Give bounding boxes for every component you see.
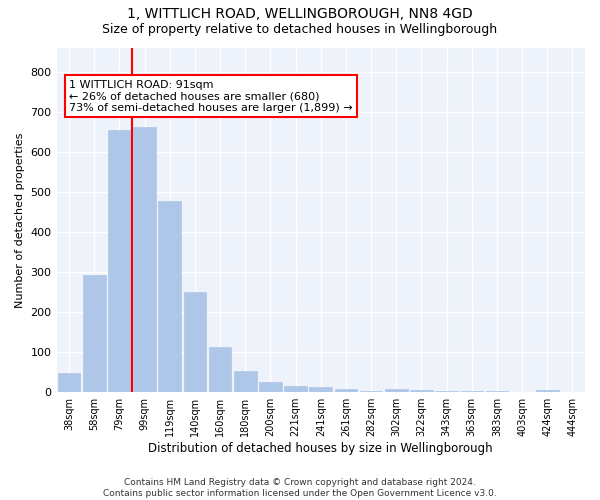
- Bar: [58, 374, 80, 392]
- Bar: [209, 347, 232, 392]
- Bar: [108, 130, 131, 392]
- Bar: [460, 391, 483, 392]
- Bar: [435, 390, 458, 392]
- Bar: [133, 128, 156, 392]
- Bar: [184, 292, 206, 392]
- Bar: [284, 386, 307, 392]
- Bar: [385, 390, 407, 392]
- Bar: [83, 275, 106, 392]
- X-axis label: Distribution of detached houses by size in Wellingborough: Distribution of detached houses by size …: [148, 442, 493, 455]
- Bar: [536, 390, 559, 392]
- Bar: [158, 200, 181, 392]
- Bar: [234, 372, 257, 392]
- Y-axis label: Number of detached properties: Number of detached properties: [15, 132, 25, 308]
- Text: 1 WITTLICH ROAD: 91sqm
← 26% of detached houses are smaller (680)
73% of semi-de: 1 WITTLICH ROAD: 91sqm ← 26% of detached…: [69, 80, 353, 113]
- Text: 1, WITTLICH ROAD, WELLINGBOROUGH, NN8 4GD: 1, WITTLICH ROAD, WELLINGBOROUGH, NN8 4G…: [127, 8, 473, 22]
- Bar: [259, 382, 282, 392]
- Text: Size of property relative to detached houses in Wellingborough: Size of property relative to detached ho…: [103, 22, 497, 36]
- Bar: [360, 390, 382, 392]
- Bar: [410, 390, 433, 392]
- Bar: [310, 387, 332, 392]
- Text: Contains HM Land Registry data © Crown copyright and database right 2024.
Contai: Contains HM Land Registry data © Crown c…: [103, 478, 497, 498]
- Bar: [335, 389, 357, 392]
